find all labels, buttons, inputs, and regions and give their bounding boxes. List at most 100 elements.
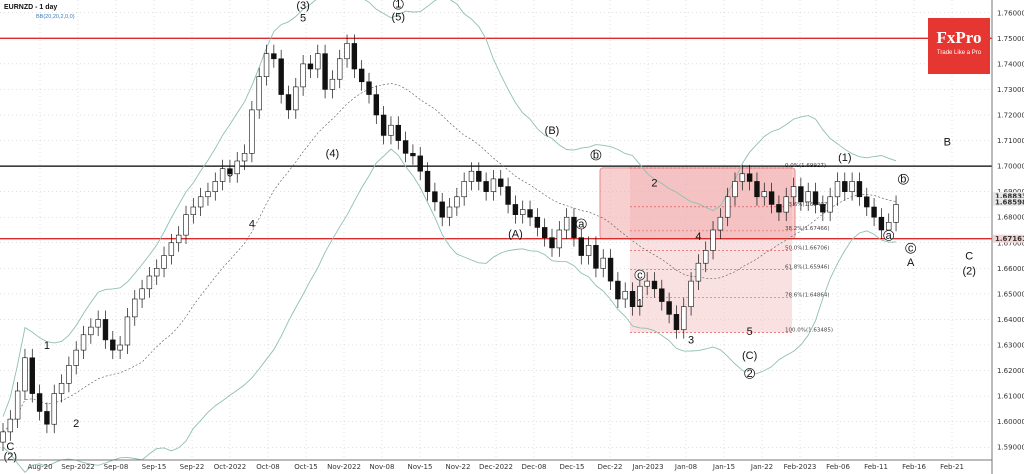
bull-candle [710, 229, 716, 251]
bear-candle [351, 43, 358, 70]
bear-candle [483, 181, 489, 192]
bear-candle [878, 216, 885, 231]
bull-candle [168, 242, 175, 256]
wave-label: 3 [227, 167, 233, 179]
wave-label: 5 [747, 326, 753, 338]
bear-candle [498, 178, 504, 187]
bull-candle [344, 43, 350, 60]
bear-candle [227, 168, 233, 175]
bull-candle [600, 257, 606, 269]
bear-candle [776, 204, 782, 213]
bear-candle [527, 209, 533, 218]
price-tag-label: 1.68833 [995, 193, 1024, 201]
bull-candle [73, 349, 79, 366]
wave-label: 2 [73, 418, 79, 430]
wave-label: 1 [637, 298, 643, 310]
bull-candle [695, 262, 702, 282]
bear-candle [29, 357, 35, 394]
bull-candle [139, 288, 145, 300]
x-tick-label: Feb-21 [940, 463, 964, 471]
fib-level-label: 38.2%(1.67466) [785, 226, 830, 232]
x-tick-label: Feb-2023 [784, 463, 817, 471]
bear-candle [666, 301, 672, 315]
bear-candle [651, 280, 658, 290]
bull-candle [644, 280, 650, 287]
y-tick-label: 1.70000 [997, 163, 1024, 171]
upper-band [2, 0, 897, 417]
bull-candle [58, 383, 65, 394]
x-tick-label: Sep-22 [180, 463, 205, 471]
x-tick-label: Sep-08 [104, 463, 129, 471]
bull-candle [724, 196, 731, 218]
bull-candle [622, 291, 628, 300]
indicator-label: BB(20,20,2,0,0) [36, 14, 75, 20]
x-tick-label: Jan-15 [712, 463, 735, 471]
y-tick-label: 1.59000 [997, 444, 1024, 452]
wave-annotations: 12C(2)34(3)5(4)1(5)(B)b(A)a2c1435(C)2(1)… [4, 0, 976, 463]
chart-title: EURNZD - 1 day [4, 4, 57, 11]
fib-level-label: 78.6%(1.64864) [785, 292, 830, 298]
bear-candle [673, 314, 680, 330]
bear-candle [864, 196, 870, 208]
bull-candle [637, 285, 643, 307]
wave-label: a [886, 230, 893, 242]
bear-candle [44, 411, 50, 425]
bull-candle [454, 196, 460, 208]
wave-label: a [578, 218, 585, 230]
wave-circle [634, 269, 646, 281]
logo-wordmark: FxPro [936, 28, 982, 47]
wave-label: (B) [545, 125, 560, 137]
fxpro-logo: FxPro Trade Like a Pro [928, 18, 990, 74]
bull-candle [263, 53, 270, 77]
bull-candle [563, 216, 570, 231]
time-axis: Aug-20 Sep-2022 Sep-08 Sep-15 Sep-22 Oct-2022… [0, 459, 992, 471]
x-tick-label: Sep-15 [142, 463, 167, 471]
bear-candle [373, 94, 380, 116]
bear-candle [541, 227, 548, 238]
bear-candle [424, 170, 431, 192]
bear-candle [578, 237, 584, 256]
wave-label: b [593, 149, 599, 161]
x-tick-label: Feb-16 [902, 463, 926, 471]
wave-circle [905, 242, 917, 254]
y-tick-label: 1.74000 [997, 60, 1024, 68]
bull-candle [161, 255, 167, 269]
plot-area: 0.0%(1.69927)23.6%(1.68407)38.2%(1.67466… [0, 0, 992, 473]
wave-circle [883, 230, 895, 241]
wave-circle [590, 149, 602, 161]
bull-candle [205, 191, 211, 198]
bear-candle [410, 153, 416, 157]
y-tick-label: 1.60000 [997, 418, 1024, 426]
x-tick-label: Feb-11 [864, 463, 888, 471]
bear-candle [659, 288, 665, 302]
bull-candle [22, 357, 28, 392]
y-tick-label: 1.76000 [997, 9, 1024, 17]
bull-candle [124, 316, 131, 346]
x-tick-label: Sep-2022 [61, 463, 95, 471]
wave-label: 4 [695, 231, 701, 243]
x-tick-label: Jan-08 [674, 463, 697, 471]
wave-label: c [908, 243, 914, 255]
bear-candle [820, 204, 826, 213]
bull-candle [190, 206, 197, 215]
bear-candle [549, 237, 555, 249]
y-tick-label: 1.71000 [997, 137, 1024, 145]
bear-candle [417, 155, 423, 172]
bear-candle [307, 63, 314, 70]
bull-candle [790, 186, 797, 198]
bear-candle [402, 140, 409, 154]
price-tag-bg [993, 192, 1024, 201]
bear-candle [593, 245, 599, 269]
bear-candle [505, 186, 511, 205]
x-tick-label: Nov-08 [370, 463, 395, 471]
bear-candle [439, 201, 445, 218]
candles [0, 34, 899, 452]
bear-candle [571, 216, 577, 238]
bull-candle [300, 63, 306, 88]
wave-label: (3) [296, 0, 309, 12]
wave-label: 1 [44, 340, 50, 352]
bear-candle [842, 181, 848, 192]
wave-label: A [907, 257, 915, 269]
x-tick-label: Oct-15 [294, 463, 318, 471]
